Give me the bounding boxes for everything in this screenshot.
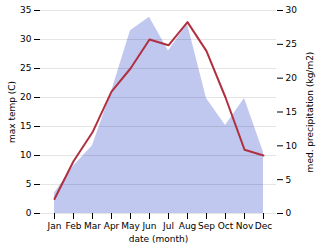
svg-text:20: 20: [20, 92, 32, 102]
svg-text:Aug: Aug: [179, 221, 197, 231]
svg-text:Sep: Sep: [198, 221, 215, 231]
svg-text:Mar: Mar: [84, 221, 101, 231]
svg-text:35: 35: [20, 5, 31, 15]
svg-text:max temp (C): max temp (C): [7, 81, 17, 143]
svg-text:10: 10: [286, 141, 298, 151]
svg-text:25: 25: [20, 63, 31, 73]
svg-text:10: 10: [20, 150, 32, 160]
svg-text:15: 15: [286, 107, 297, 117]
svg-text:Oct: Oct: [218, 221, 234, 231]
svg-text:date (month): date (month): [129, 234, 188, 244]
svg-text:0: 0: [26, 208, 32, 218]
svg-text:Jul: Jul: [162, 221, 174, 231]
svg-text:May: May: [121, 221, 140, 231]
svg-text:0: 0: [286, 208, 292, 218]
svg-text:Nov: Nov: [236, 221, 254, 231]
svg-text:30: 30: [286, 5, 298, 15]
svg-text:20: 20: [286, 73, 298, 83]
svg-text:15: 15: [20, 121, 31, 131]
svg-text:5: 5: [26, 179, 32, 189]
svg-text:25: 25: [286, 39, 297, 49]
svg-text:Apr: Apr: [104, 221, 120, 231]
svg-text:Jan: Jan: [47, 221, 62, 231]
svg-text:med. precipitation (kg/m2): med. precipitation (kg/m2): [305, 52, 315, 173]
svg-text:Jun: Jun: [141, 221, 156, 231]
svg-text:Feb: Feb: [66, 221, 82, 231]
svg-text:Dec: Dec: [255, 221, 272, 231]
svg-text:5: 5: [286, 175, 292, 185]
svg-text:30: 30: [20, 34, 32, 44]
